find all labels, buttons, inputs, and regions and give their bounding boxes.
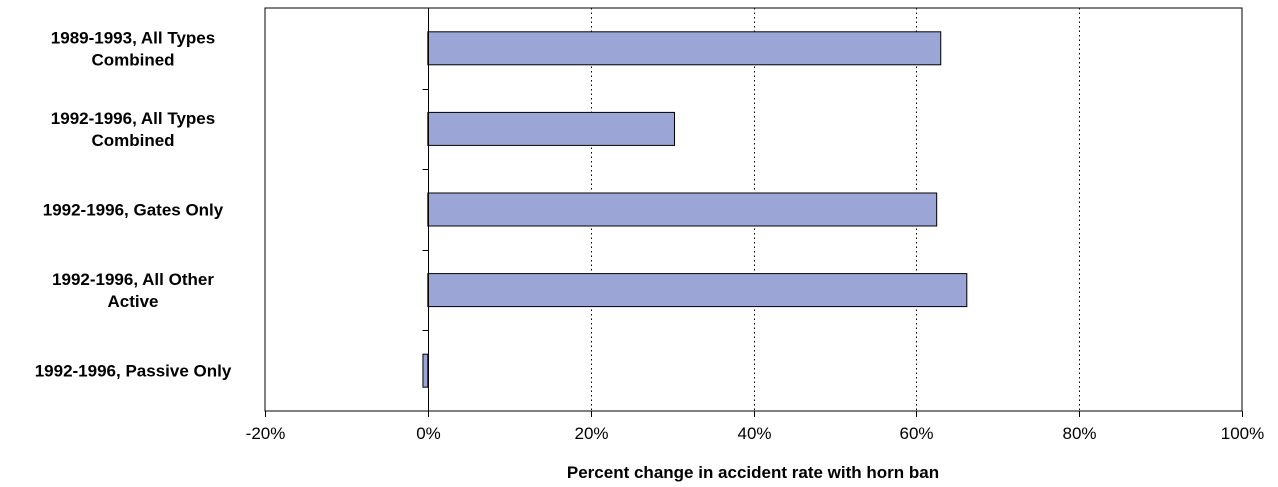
bar <box>427 111 676 146</box>
x-tick-label: 100% <box>1221 424 1264 443</box>
category-label: Combined <box>91 131 174 150</box>
category-label: 1992-1996, All Other <box>52 270 214 289</box>
category-label: Active <box>107 292 158 311</box>
category-label: Combined <box>91 50 174 69</box>
x-tick-label: 0% <box>416 424 441 443</box>
category-labels: 1989-1993, All Types Combined 1992-1996, A… <box>35 28 232 380</box>
category-label: 1989-1993, All Types <box>51 28 215 47</box>
category-label: 1992-1996, Gates Only <box>43 201 224 220</box>
category-label: 1992-1996, All Types <box>51 109 215 128</box>
bars <box>422 31 968 388</box>
bar <box>422 353 429 388</box>
category-label: 1992-1996, Passive Only <box>35 362 232 381</box>
bar <box>427 273 968 308</box>
bar <box>427 31 942 66</box>
x-tick-label: 80% <box>1062 424 1096 443</box>
x-tick-label: 40% <box>737 424 771 443</box>
x-tick-label: 60% <box>899 424 933 443</box>
bar <box>427 192 938 227</box>
x-axis-title: Percent change in accident rate with hor… <box>567 463 939 482</box>
axes <box>265 8 1243 417</box>
x-tick-label: 20% <box>574 424 608 443</box>
plot-area <box>264 7 1243 412</box>
x-tick-labels: -20% 0% 20% 40% 60% 80% 100% <box>246 424 1265 443</box>
x-tick-label: -20% <box>246 424 286 443</box>
